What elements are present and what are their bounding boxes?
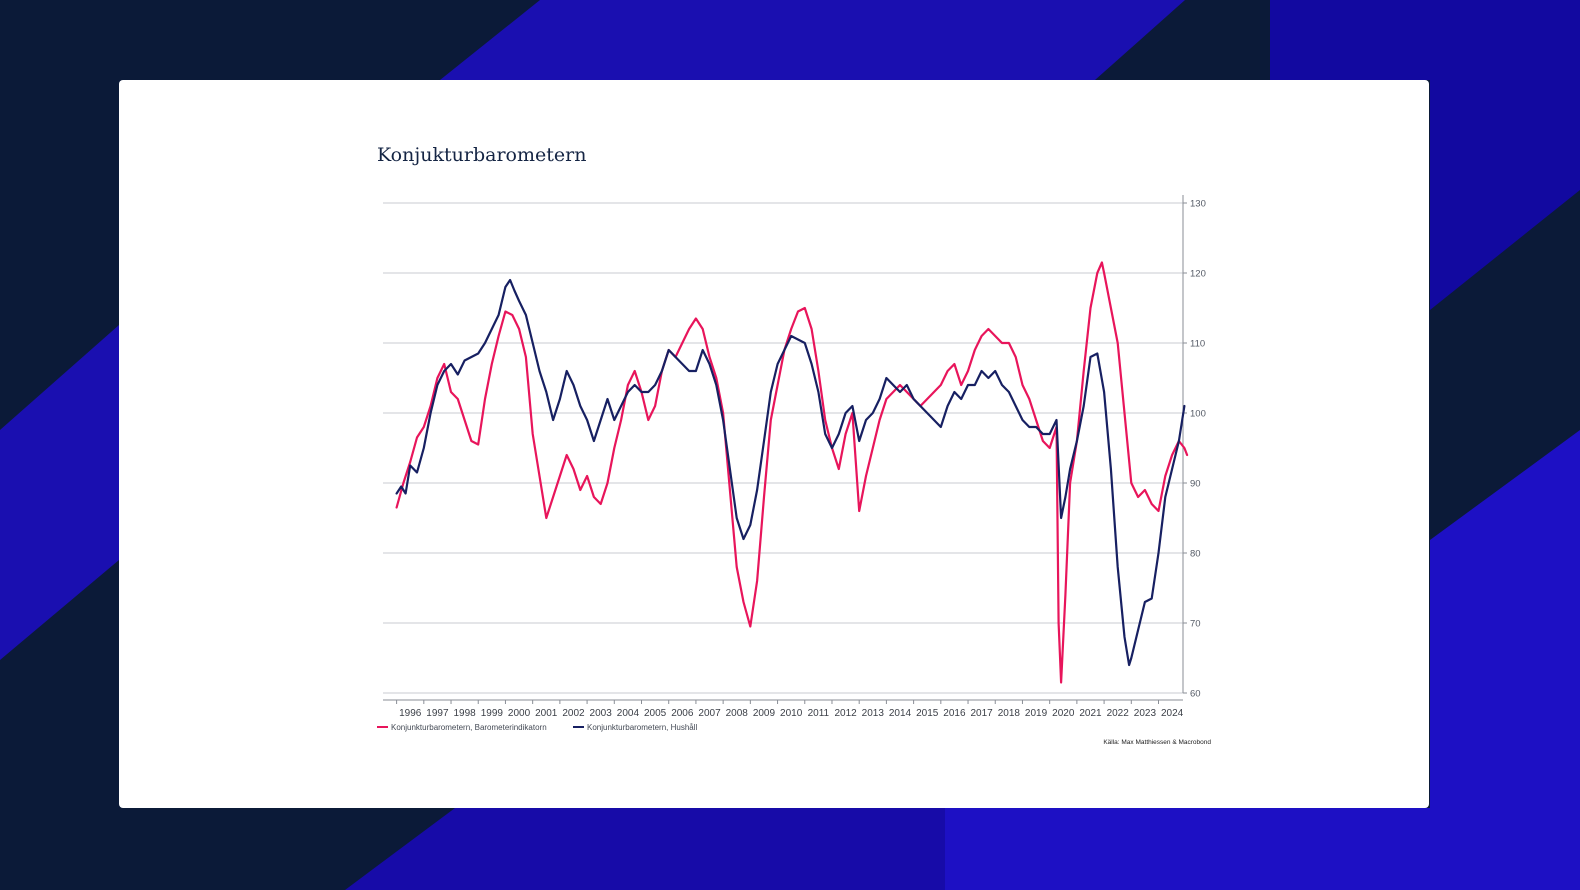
- x-tick-label: 2013: [862, 708, 885, 719]
- x-tick-label: 2002: [562, 708, 585, 719]
- gridlines: [383, 202, 1183, 694]
- x-tick-label: 2020: [1052, 708, 1075, 719]
- x-tick-label: 1996: [399, 708, 422, 719]
- chart-card: Konjukturbarometern 60 70 80 90 100 110 120 130…: [119, 80, 1429, 808]
- x-tick-label: 2019: [1025, 708, 1048, 719]
- x-tick-label: 2003: [590, 708, 613, 719]
- x-tick-label: 2022: [1107, 708, 1130, 719]
- x-tick-label: 2012: [834, 708, 857, 719]
- x-tick-label: 2005: [644, 708, 667, 719]
- legend-label: Konjunkturbarometern, Barometerindikator…: [391, 723, 547, 732]
- x-tick-label: 2008: [726, 708, 749, 719]
- x-tick-label: 1998: [454, 708, 477, 719]
- series-line-hushall: [395, 278, 1186, 667]
- x-tick-label: 2014: [889, 708, 912, 719]
- x-tick-label: 2023: [1134, 708, 1157, 719]
- accent-band-left: [0, 325, 119, 660]
- x-tick-label: 2010: [780, 708, 803, 719]
- x-tick-label: 2024: [1161, 708, 1184, 719]
- accent-band-top: [440, 0, 1185, 80]
- x-tick-label: 2009: [753, 708, 776, 719]
- x-tick-label: 2016: [943, 708, 966, 719]
- y-tick-label: 70: [1190, 619, 1201, 630]
- accent-band-bottom-right: [945, 430, 1580, 890]
- y-tick-label: 100: [1190, 409, 1206, 420]
- axes: 60 70 80 90 100 110 120 130 1996 1997 1998 1999 2000…: [383, 195, 1206, 719]
- x-tick-label: 2006: [671, 708, 694, 719]
- line-chart: 60 70 80 90 100 110 120 130 1996 1997 1998 1999 2000…: [377, 195, 1211, 746]
- x-tick-label: 1999: [481, 708, 504, 719]
- x-tick-label: 2021: [1079, 708, 1102, 719]
- series-line-barometerindikatorn: [395, 261, 1189, 684]
- x-tick-label: 2018: [998, 708, 1021, 719]
- chart-title: Konjukturbarometern: [377, 144, 587, 166]
- x-tick-label: 2007: [698, 708, 721, 719]
- x-tick-label: 2000: [508, 708, 531, 719]
- x-tick-label: 2011: [808, 708, 830, 719]
- x-tick-label: 2015: [916, 708, 939, 719]
- x-tick-label: 2001: [535, 708, 558, 719]
- y-tick-label: 110: [1190, 339, 1205, 350]
- y-tick-label: 80: [1190, 549, 1201, 560]
- y-tick-label: 60: [1190, 689, 1201, 700]
- x-tick-label: 2004: [617, 708, 640, 719]
- source-note: Källa: Max Matthiessen & Macrobond: [1103, 739, 1211, 746]
- y-tick-label: 90: [1190, 479, 1201, 490]
- x-tick-label: 1997: [426, 708, 449, 719]
- legend: Konjunkturbarometern, Barometerindikator…: [377, 723, 698, 732]
- accent-band-right: [1270, 0, 1580, 310]
- legend-label: Konjunkturbarometern, Hushåll: [587, 723, 698, 732]
- x-tick-label: 2017: [971, 708, 994, 719]
- y-tick-label: 130: [1190, 199, 1206, 210]
- series-lines: [395, 261, 1189, 684]
- y-tick-label: 120: [1190, 269, 1206, 280]
